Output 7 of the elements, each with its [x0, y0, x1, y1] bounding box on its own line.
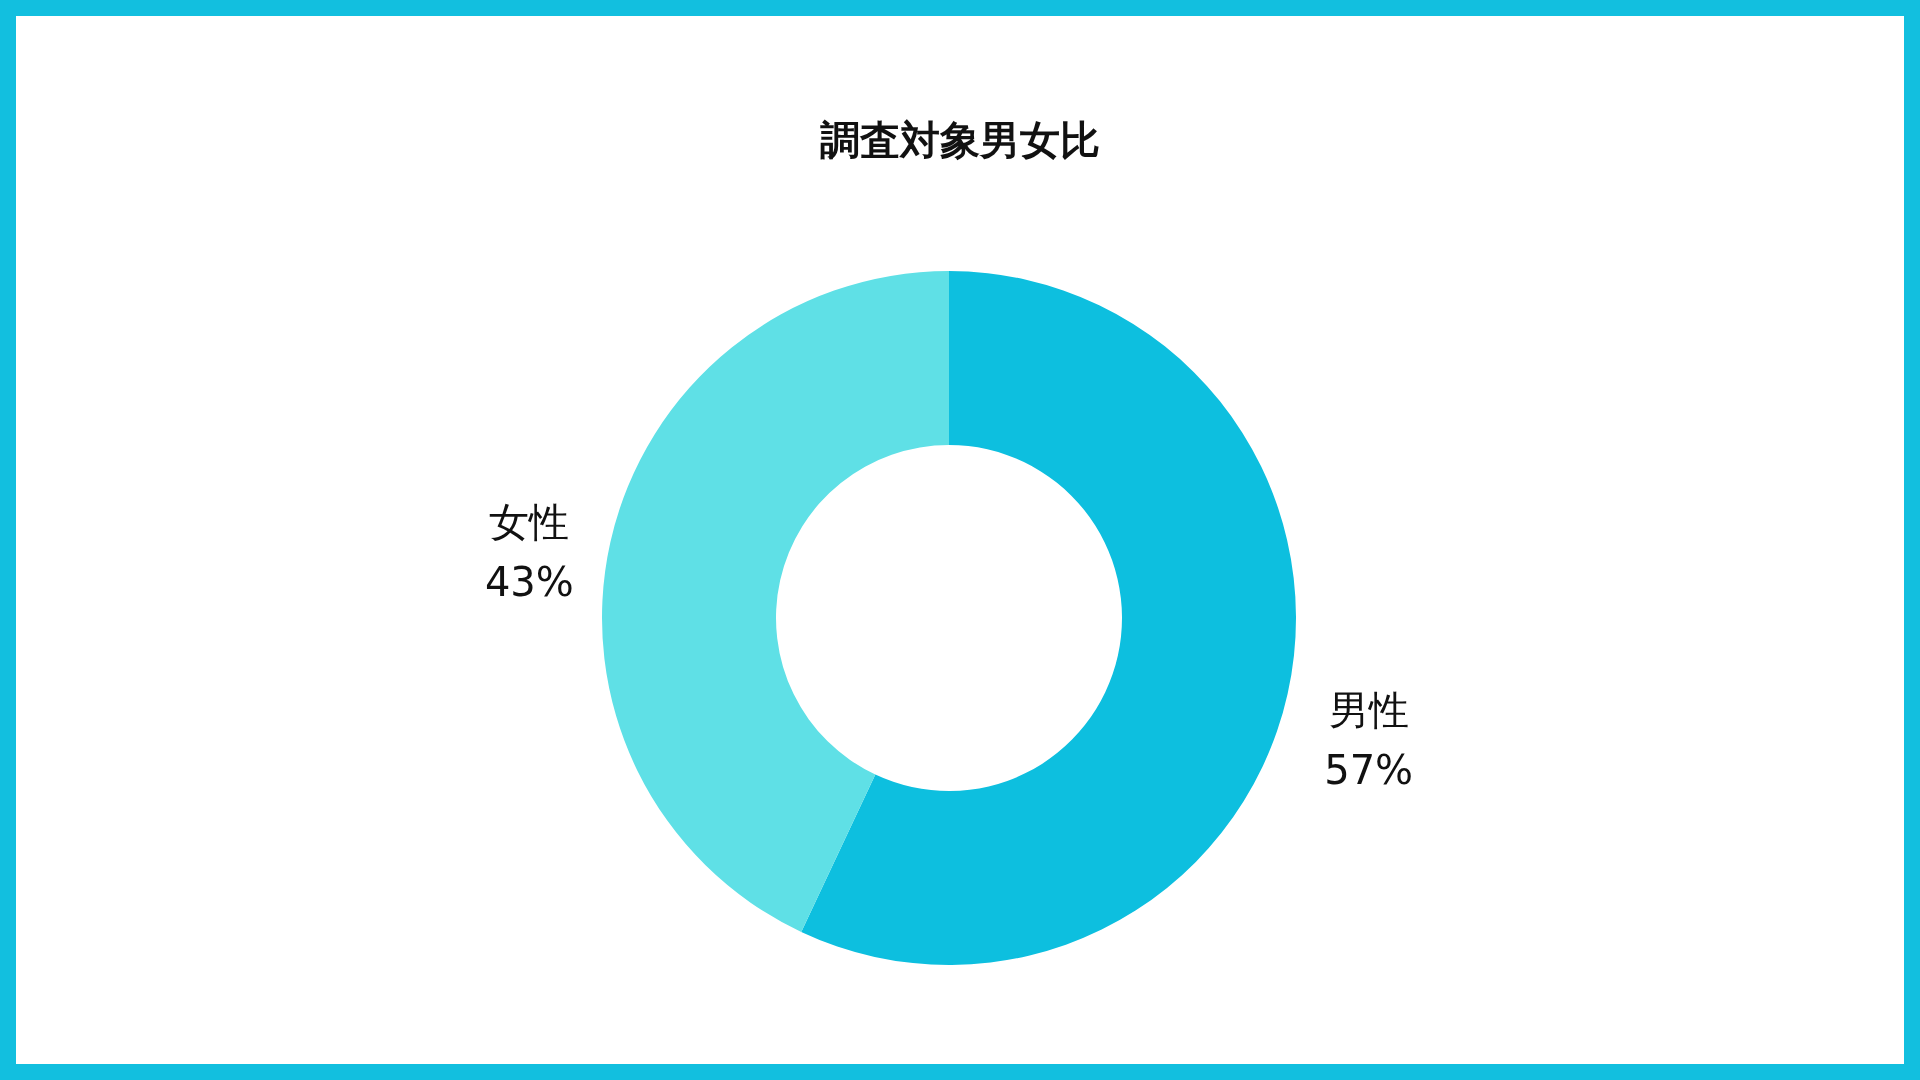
slice-label: 女性 — [489, 499, 570, 546]
donut-slice — [801, 271, 1296, 965]
chart-title: 調査対象男女比 — [820, 117, 1100, 163]
data-label: 43% — [484, 559, 574, 606]
slice-label: 男性 — [1328, 686, 1409, 733]
data-label: 57% — [1324, 746, 1414, 793]
donut-slice — [602, 271, 949, 932]
